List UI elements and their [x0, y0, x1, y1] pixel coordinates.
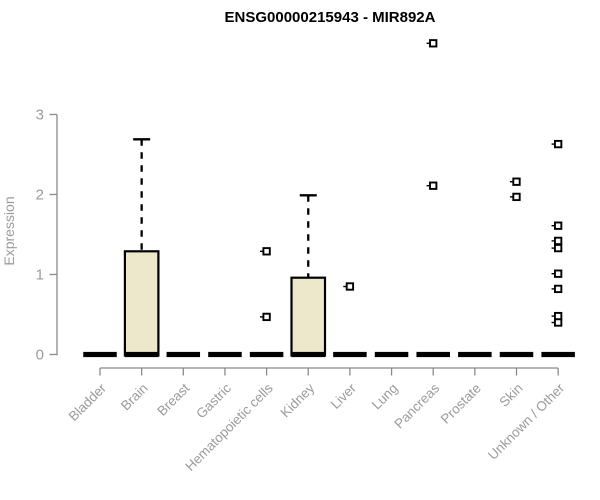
- outlier-marker: [554, 139, 563, 149]
- outlier-marker: [554, 318, 563, 327]
- outlier-marker: [554, 284, 563, 294]
- outlier-marker: [429, 181, 438, 190]
- outlier-marker: [554, 311, 563, 321]
- median-zero-bar: [333, 351, 367, 358]
- outlier-marker: [554, 236, 563, 246]
- median-zero-bar: [208, 351, 242, 358]
- outlier-marker: [262, 247, 271, 256]
- outlier-marker: [262, 312, 271, 322]
- median-zero-bar: [374, 351, 409, 358]
- outlier-marker: [554, 221, 563, 230]
- x-category-label: Gastric: [193, 380, 234, 421]
- median-zero-bar: [458, 351, 492, 358]
- x-category-label: Kidney: [278, 380, 318, 420]
- x-category-label: Brain: [118, 381, 151, 414]
- outlier-marker: [345, 282, 355, 291]
- median-zero-bar: [249, 351, 284, 358]
- median-zero-bar: [541, 351, 575, 358]
- chart-title: ENSG00000215943 - MIR892A: [225, 9, 436, 26]
- x-category-label: Pancreas: [391, 380, 442, 431]
- median-zero-bar: [499, 351, 534, 358]
- x-category-label: Prostate: [438, 381, 484, 427]
- y-tick-label: 2: [36, 187, 44, 204]
- y-tick-label: 1: [36, 267, 44, 284]
- median-zero-bar: [291, 351, 325, 358]
- x-category-label: Lung: [369, 381, 401, 413]
- x-category-label: Skin: [496, 381, 525, 410]
- outlier-marker: [554, 269, 563, 278]
- outlier-marker: [554, 243, 563, 253]
- box-kidney: [290, 276, 327, 357]
- box-brain: [123, 250, 160, 357]
- y-tick-label: 0: [36, 347, 44, 364]
- x-category-label: Unknown / Other: [485, 380, 568, 463]
- x-category-label: Breast: [154, 380, 192, 418]
- y-axis-label: Expression: [1, 196, 17, 265]
- median-zero-bar: [416, 351, 450, 358]
- median-zero-bar: [83, 351, 117, 358]
- outlier-marker: [512, 177, 521, 186]
- x-category-label: Liver: [328, 380, 360, 412]
- outlier-marker: [429, 39, 438, 48]
- x-category-label: Bladder: [66, 380, 110, 424]
- median-zero-bar: [124, 351, 159, 358]
- outlier-marker: [512, 192, 521, 202]
- y-tick-label: 3: [36, 107, 44, 124]
- median-zero-bar: [166, 351, 201, 358]
